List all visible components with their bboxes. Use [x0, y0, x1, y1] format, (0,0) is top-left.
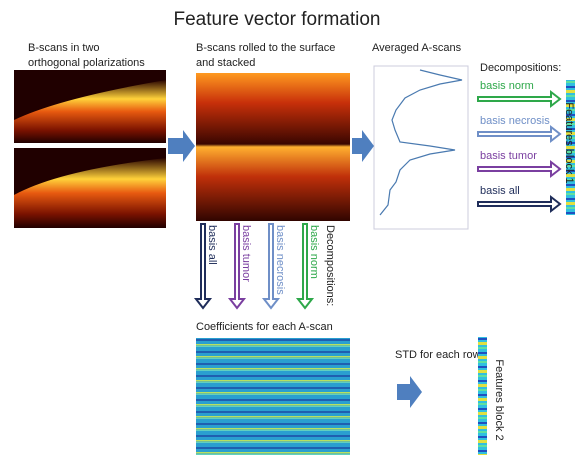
label: Coefficients for each A-scan [196, 321, 333, 333]
label: Averaged A-scans [372, 42, 462, 54]
label: B-scans in two [28, 42, 100, 54]
arrow [478, 197, 560, 211]
stacked-image [196, 73, 350, 221]
basis-label: basis necrosis [480, 115, 550, 127]
label: Features block 1 [563, 102, 575, 183]
basis-label: basis norm [480, 80, 534, 92]
title: Feature vector formation [174, 9, 381, 30]
basis-label: basis all [206, 225, 218, 265]
label: orthogonal polarizations [28, 57, 145, 69]
basis-label: basis necrosis [274, 225, 286, 295]
feature-strip [478, 337, 487, 455]
basis-label: basis norm [308, 225, 320, 279]
label: Decompositions: [324, 225, 336, 306]
basis-label: basis tumor [240, 225, 252, 282]
label: and stacked [196, 57, 255, 69]
label: Features block 2 [493, 359, 505, 440]
arrow [478, 162, 560, 176]
flow-arrow [352, 130, 374, 162]
label: STD for each row [395, 349, 481, 361]
flow-arrow [168, 130, 195, 162]
coefficients-map [196, 338, 350, 455]
basis-label: basis all [480, 185, 520, 197]
basis-label: basis tumor [480, 150, 537, 162]
arrow [478, 127, 560, 141]
flow-arrow [397, 376, 422, 408]
arrow [478, 92, 560, 106]
diagram: Feature vector formation B-scans in two … [0, 0, 587, 465]
label: B-scans rolled to the surface [196, 42, 335, 54]
label: Decompositions: [480, 62, 561, 74]
